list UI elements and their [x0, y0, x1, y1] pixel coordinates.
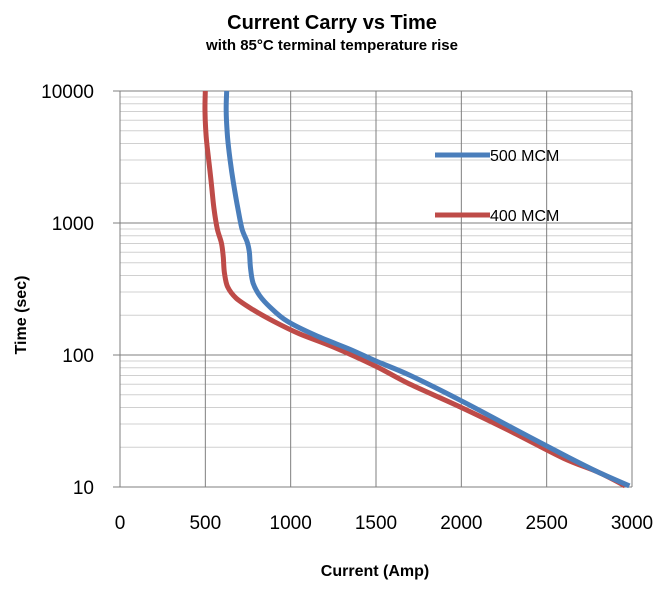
x-tick-label: 0	[115, 513, 126, 534]
x-tick-label: 1000	[270, 513, 312, 534]
x-axis-title: Current (Amp)	[321, 563, 429, 580]
x-axis-tick-labels: 0 500 1000 1500 2000 2500 3000	[115, 513, 653, 534]
x-tick-label: 3000	[611, 513, 653, 534]
series-line-400-mcm	[202, 90, 627, 489]
y-tick-label: 10000	[41, 82, 94, 103]
chart-subtitle: with 85°C terminal temperature rise	[205, 37, 458, 54]
legend: 500 MCM 400 MCM	[435, 148, 559, 225]
chart-title: Current Carry vs Time	[227, 12, 437, 34]
series-line-500-mcm	[223, 90, 631, 489]
major-gridlines	[113, 90, 633, 488]
x-tick-label: 500	[189, 513, 221, 534]
y-tick-label: 100	[62, 346, 94, 367]
series-lines	[202, 90, 631, 489]
x-tick-label: 2500	[526, 513, 568, 534]
y-tick-label: 1000	[52, 214, 94, 235]
y-tick-label: 10	[73, 478, 94, 499]
x-tick-label: 2000	[440, 513, 482, 534]
legend-label-400-mcm: 400 MCM	[490, 208, 559, 225]
y-axis-title: Time (sec)	[13, 276, 30, 355]
x-tick-label: 1500	[355, 513, 397, 534]
legend-label-500-mcm: 500 MCM	[490, 148, 559, 165]
y-axis-tick-labels: 10 100 1000 10000	[41, 82, 94, 499]
